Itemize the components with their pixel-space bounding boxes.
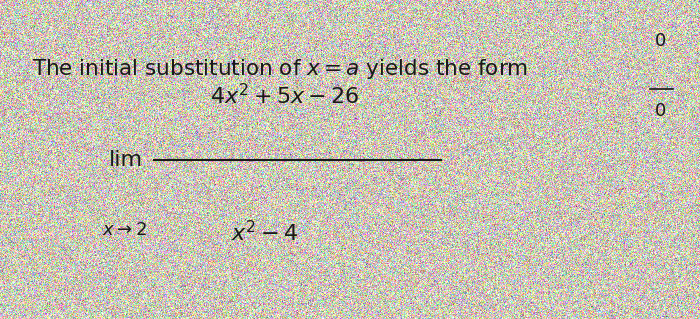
Text: lim: lim [108,150,143,169]
Text: The initial substitution of $x = a$ yields the form: The initial substitution of $x = a$ yiel… [32,57,528,81]
Text: $x^2 - 4$: $x^2 - 4$ [231,220,298,245]
Text: $4x^2 + 5x - 26$: $4x^2 + 5x - 26$ [210,83,360,108]
Text: $x\rightarrow 2$: $x\rightarrow 2$ [102,221,146,239]
Text: 0: 0 [655,32,666,50]
Text: 0: 0 [655,102,666,120]
